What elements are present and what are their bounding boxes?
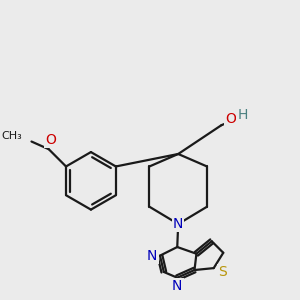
Text: N: N — [172, 279, 182, 293]
Text: N: N — [147, 249, 158, 262]
Text: H: H — [237, 108, 248, 122]
Text: N: N — [173, 217, 183, 231]
Text: S: S — [218, 265, 227, 279]
Text: O: O — [226, 112, 236, 127]
Text: O: O — [45, 133, 56, 147]
Text: CH₃: CH₃ — [1, 131, 22, 141]
